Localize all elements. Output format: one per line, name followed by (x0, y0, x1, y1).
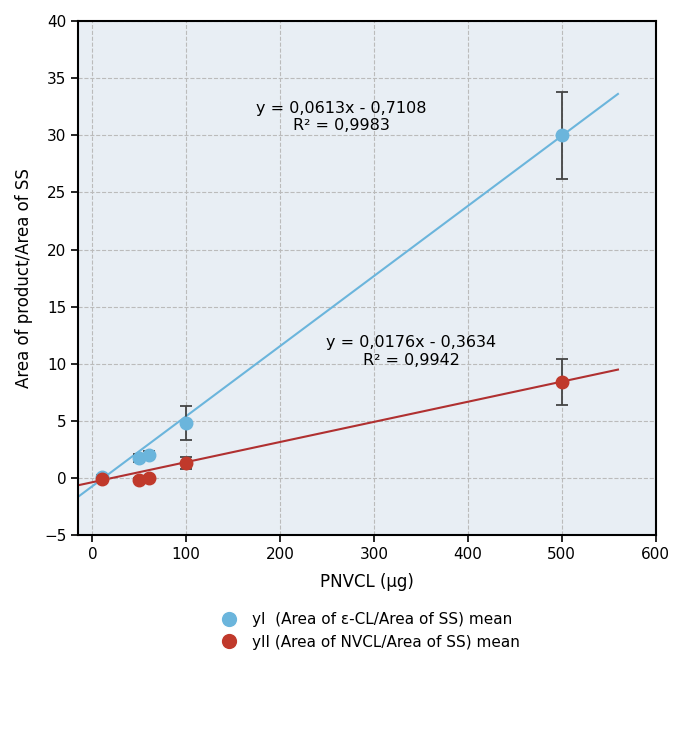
X-axis label: PNVCL (µg): PNVCL (µg) (320, 573, 414, 591)
Y-axis label: Area of product/Area of SS: Area of product/Area of SS (15, 168, 33, 388)
Text: y = 0,0613x - 0,7108
R² = 0,9983: y = 0,0613x - 0,7108 R² = 0,9983 (256, 101, 426, 134)
Legend: yI  (Area of ε-CL/Area of SS) mean, yII (Area of NVCL/Area of SS) mean: yI (Area of ε-CL/Area of SS) mean, yII (… (206, 604, 527, 657)
Text: y = 0,0176x - 0,3634
R² = 0,9942: y = 0,0176x - 0,3634 R² = 0,9942 (327, 335, 497, 368)
